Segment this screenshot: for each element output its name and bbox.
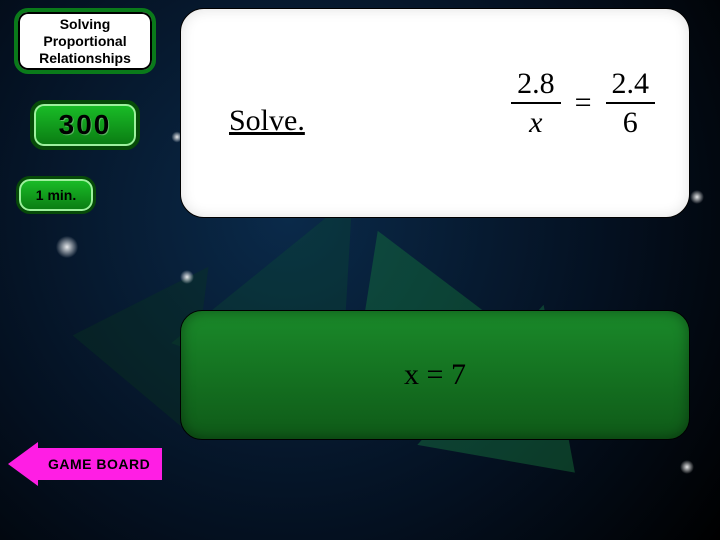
bg-sparkle <box>690 190 704 204</box>
answer-text: x = 7 <box>404 358 466 392</box>
fraction-left: 2.8 x <box>511 67 561 139</box>
category-badge: Solving Proportional Relationships <box>14 8 156 74</box>
equals-sign: = <box>575 86 592 120</box>
timer-badge[interactable]: 1 min. <box>16 176 96 214</box>
fraction-right: 2.4 6 <box>606 67 656 139</box>
gameboard-button[interactable]: GAME BOARD <box>8 442 162 486</box>
question-panel: Solve. 2.8 x = 2.4 6 <box>180 8 690 218</box>
fraction-left-denominator: x <box>523 104 548 139</box>
question-equation: 2.8 x = 2.4 6 <box>511 67 655 139</box>
question-prompt: Solve. <box>229 104 305 138</box>
points-badge: 300 <box>30 100 140 150</box>
fraction-left-numerator: 2.8 <box>511 67 561 102</box>
bg-sparkle <box>680 460 694 474</box>
bg-sparkle <box>56 236 78 258</box>
fraction-right-denominator: 6 <box>617 104 644 139</box>
bg-sparkle <box>180 270 194 284</box>
gameboard-label: GAME BOARD <box>36 448 162 480</box>
answer-panel[interactable]: x = 7 <box>180 310 690 440</box>
arrow-left-icon <box>8 442 38 486</box>
fraction-right-numerator: 2.4 <box>606 67 656 102</box>
